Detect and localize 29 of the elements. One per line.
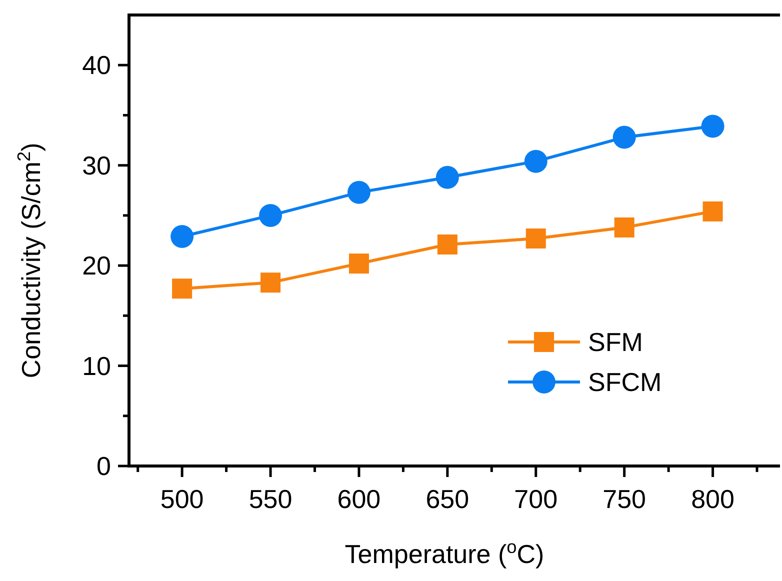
x-tick-label: 550 (248, 484, 292, 514)
point (437, 234, 458, 255)
legend-label: SFCM (588, 367, 662, 398)
y-tick-label: 40 (82, 50, 111, 80)
y-tick-label: 0 (96, 451, 111, 482)
point (612, 126, 636, 149)
point (347, 180, 370, 204)
point (526, 228, 546, 248)
point (524, 150, 548, 173)
point (260, 272, 281, 293)
x-tick-label: 800 (691, 484, 734, 514)
x-axis-title: Temperature ($^{o}$C) (344, 537, 544, 569)
point (702, 201, 723, 222)
point (170, 224, 194, 248)
x-tick-label: 700 (514, 484, 558, 514)
y-tick-label: 30 (82, 150, 111, 180)
point (172, 278, 192, 299)
point (701, 114, 724, 138)
legend-label: SFM (588, 327, 643, 358)
x-tick-label: 600 (337, 484, 381, 514)
point (436, 166, 459, 189)
x-tick-label: 750 (602, 484, 646, 514)
point (348, 254, 369, 274)
y-tick-label: 20 (82, 250, 111, 281)
point (259, 204, 282, 227)
x-tick-label: 650 (426, 484, 470, 514)
point (614, 217, 634, 238)
y-tick-label: 10 (82, 350, 111, 381)
x-tick-label: 500 (160, 484, 204, 514)
